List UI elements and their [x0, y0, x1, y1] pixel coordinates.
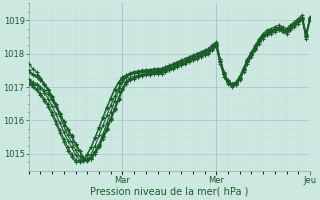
X-axis label: Pression niveau de la mer( hPa ): Pression niveau de la mer( hPa )	[90, 187, 249, 197]
